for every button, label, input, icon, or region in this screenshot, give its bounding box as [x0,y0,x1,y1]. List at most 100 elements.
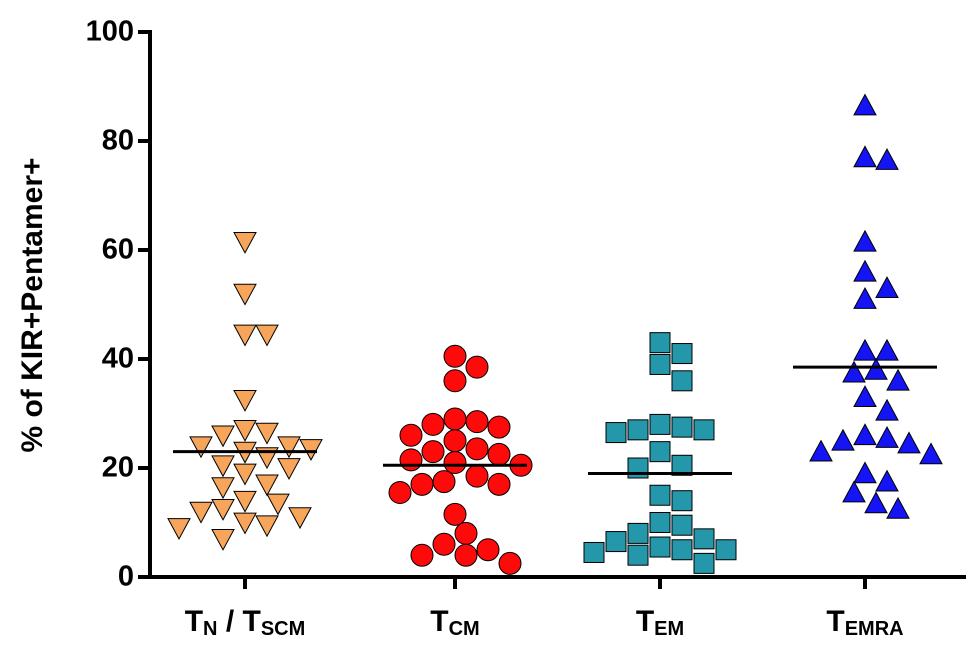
dot [693,528,715,550]
dot [211,477,235,500]
dot [853,259,877,282]
y-tick-label: 100 [86,16,134,48]
dot [410,472,434,496]
dot [853,229,877,252]
dot [443,344,467,368]
dot [649,332,671,354]
y-tick-label: 40 [102,343,134,375]
x-tick-label: TEMRA [826,605,903,640]
dot [277,458,301,481]
dot [421,440,445,464]
dot [875,338,899,361]
dot [649,353,671,375]
dot [605,531,627,553]
category-subscript: SCM [261,618,305,640]
dot [853,423,877,446]
dot [443,502,467,526]
dot [233,512,257,535]
dot [671,370,693,392]
y-tick-label: 60 [102,234,134,266]
x-tick-label: TCM [430,605,479,640]
category-text: T [185,605,203,638]
dot [671,539,693,561]
dot [255,474,279,497]
dot [853,145,877,168]
dot [649,484,671,506]
dot [671,343,693,365]
dot [671,416,693,438]
dot [255,515,279,538]
dot [693,552,715,574]
dot [583,541,605,563]
dot [167,518,191,541]
dot [233,390,257,412]
dot [853,461,877,484]
dot [671,454,693,476]
dot [627,544,649,566]
dot [831,428,855,451]
dot [443,407,467,431]
dot [875,148,899,170]
dot [443,429,467,453]
dot [432,470,456,494]
dot [454,543,478,567]
dot [399,448,423,472]
dot [886,368,910,391]
category-subscript: N [203,618,217,640]
dot [399,423,423,447]
dot [233,490,257,513]
dot [875,425,899,448]
dot [388,481,412,505]
dot [233,420,257,442]
dot [189,501,213,524]
dot [454,521,478,545]
y-tick-label: 80 [102,125,134,157]
dot [211,455,235,478]
dot [299,439,323,461]
dot [649,413,671,435]
dot [864,357,888,380]
dot [233,231,257,254]
dot [487,472,511,496]
dot [211,499,235,521]
dot [421,412,445,436]
dot [842,360,866,383]
dot [671,514,693,536]
y-tick-label: 20 [102,452,134,484]
dot [853,93,877,116]
dot [498,551,522,575]
dot [919,442,943,465]
category-text: / T [217,605,260,638]
dot [487,415,511,439]
dot [211,425,235,448]
dot [410,543,434,567]
dot [715,539,737,561]
dot [443,369,467,393]
dot [886,496,910,519]
dot [853,338,877,361]
category-text: T [826,605,844,638]
dot [255,422,279,445]
dot [443,451,467,475]
category-subscript: CM [449,618,480,640]
dot [649,441,671,463]
dot [487,442,511,466]
dot [627,419,649,441]
category-text: T [636,605,654,638]
dot [875,469,899,492]
dot [266,493,290,516]
dot [189,436,213,459]
dot [465,464,489,488]
dot [465,355,489,379]
dot [809,439,833,462]
dot [211,529,235,551]
dot [465,410,489,434]
dot [897,431,921,454]
dot [693,419,715,441]
dot [875,276,899,298]
dot [465,437,489,461]
dot [649,536,671,558]
dot [476,538,500,562]
dot [432,532,456,556]
